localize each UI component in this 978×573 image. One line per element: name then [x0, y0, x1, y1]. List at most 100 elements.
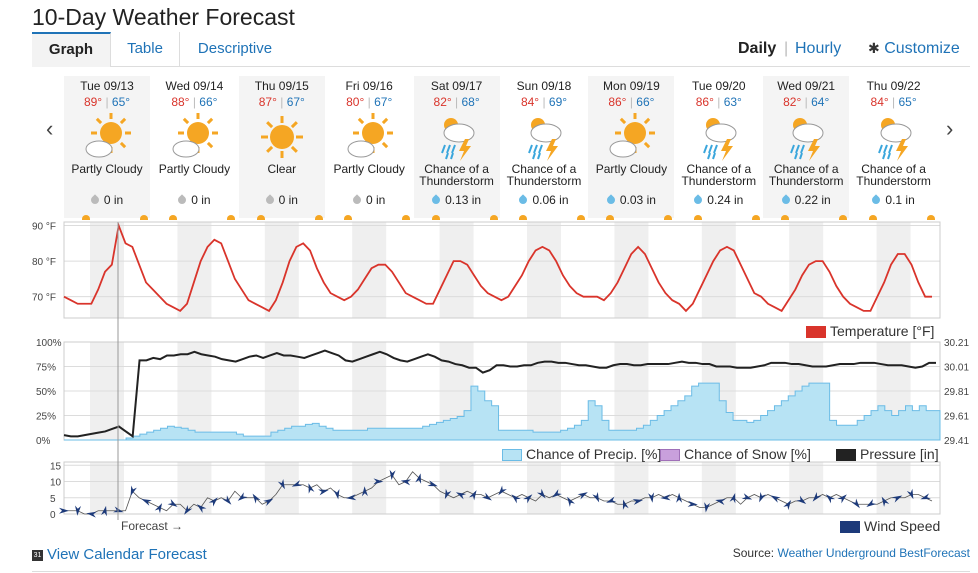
- sunrise-icon: [868, 215, 877, 220]
- wind-arrow: [208, 497, 218, 507]
- customize-button[interactable]: ✱ Customize: [868, 40, 960, 58]
- customize-label: Customize: [884, 40, 960, 57]
- wind-arrow: [130, 485, 137, 496]
- day-low: 66°: [636, 95, 655, 109]
- day-low: 69°: [548, 95, 568, 109]
- day-high: 80°: [346, 95, 365, 109]
- day-low: 65°: [898, 95, 917, 109]
- night-band: [701, 222, 736, 318]
- wind-arrow: [812, 491, 822, 502]
- tab-graph[interactable]: Graph: [32, 32, 111, 67]
- day-column[interactable]: Wed 09/14 88° | 66° Partly Cloudy 0 in: [151, 76, 237, 220]
- day-column[interactable]: Fri 09/16 80° | 67° Partly Cloudy 0 in: [326, 76, 412, 220]
- wind-tick-label: 10: [50, 478, 62, 489]
- clear-icon: [256, 113, 308, 163]
- tab-descriptive[interactable]: Descriptive: [180, 32, 290, 66]
- day-condition-line1: Partly Cloudy: [71, 162, 143, 176]
- day-column[interactable]: Tue 09/13 89° | 65° Partly Cloudy 0 in: [64, 76, 150, 220]
- wind-arrow: [687, 500, 698, 507]
- day-precip: 0.24 in: [676, 193, 762, 207]
- sunset-icon: [751, 215, 760, 220]
- day-column[interactable]: Wed 09/21 82° | 64° Chance of a Thunderstor…: [763, 76, 850, 220]
- wind-tick-label: 15: [50, 461, 62, 472]
- day-precip-amount: 0.1 in: [885, 193, 915, 207]
- wind-arrow: [536, 488, 546, 499]
- sunset-icon: [140, 215, 148, 220]
- night-band: [352, 222, 387, 318]
- wind-arrow: [552, 489, 562, 498]
- night-band: [352, 462, 387, 514]
- view-calendar-link[interactable]: 31 View Calendar Forecast: [32, 546, 207, 563]
- temperature-line: [63, 222, 932, 313]
- night-band: [352, 342, 387, 440]
- day-column[interactable]: Sun 09/18 84° | 69° Chance of a Thunderstor…: [501, 76, 587, 220]
- day-condition: Partly Cloudy: [64, 163, 150, 191]
- daily-toggle[interactable]: Daily: [738, 40, 777, 57]
- wind-arrow: [101, 505, 107, 517]
- day-temps: 89° | 65°: [83, 95, 131, 109]
- wind-arrow: [444, 488, 452, 500]
- legend-precip: Chance of Precip. [%]: [502, 446, 661, 462]
- day-precip-amount: 0 in: [191, 193, 211, 207]
- night-band: [527, 462, 561, 514]
- wind-arrow: [361, 486, 368, 497]
- pressure-tick-label: 30.01: [944, 363, 969, 374]
- day-condition-line1: Partly Cloudy: [158, 162, 231, 176]
- day-column[interactable]: Mon 09/19 86° | 66° Partly Cloudy 0.03 in: [588, 76, 675, 220]
- day-column[interactable]: Sat 09/17 82° | 68° Chance of a Thunderstor…: [413, 76, 500, 220]
- wind-arrow: [400, 479, 412, 486]
- day-precip-amount: 0 in: [103, 193, 124, 207]
- day-date: Tue 09/20: [691, 79, 746, 93]
- sunrise-icon: [693, 215, 702, 220]
- precip-swatch: [502, 449, 522, 462]
- day-date: Sat 09/17: [430, 79, 483, 93]
- source-link[interactable]: Weather Underground BestForecast: [777, 546, 970, 560]
- wind-arrow: [825, 494, 836, 504]
- day-high: 84°: [520, 95, 540, 109]
- legend-temperature-label: Temperature [°F]: [830, 323, 935, 339]
- day-high: 87°: [258, 95, 277, 109]
- day-precip: 0.1 in: [851, 193, 937, 207]
- day-condition: Partly Cloudy: [588, 163, 674, 191]
- wind-arrow: [511, 494, 521, 504]
- view-calendar-label: View Calendar Forecast: [47, 546, 207, 563]
- next-arrow-icon[interactable]: ›: [946, 116, 954, 141]
- day-condition-line1: Chance of a: [511, 162, 577, 176]
- day-low: 67°: [374, 95, 393, 109]
- day-column[interactable]: Thu 09/22 84° | 65° Chance of a Thunderstor…: [851, 76, 937, 220]
- sunset-icon: [926, 215, 935, 220]
- day-date: Fri 09/16: [345, 79, 393, 93]
- tab-table[interactable]: Table: [111, 32, 180, 66]
- prev-arrow-icon[interactable]: ‹: [46, 116, 54, 141]
- wind-arrow: [704, 502, 711, 513]
- night-band: [177, 462, 212, 514]
- night-band: [789, 342, 824, 440]
- wind-arrow: [86, 511, 97, 518]
- day-temps: 82° | 68°: [433, 95, 480, 109]
- night-band: [789, 462, 824, 514]
- tab-bar: Graph Table Descriptive Daily | Hourly ✱…: [32, 32, 970, 67]
- day-precip-amount: 0 in: [366, 193, 386, 207]
- wind-arrow: [866, 498, 877, 508]
- legend-pressure-label: Pressure [in]: [860, 446, 939, 462]
- temperature-tick-label: 80 °F: [32, 257, 56, 268]
- wind-arrow: [523, 494, 533, 504]
- sunrise-icon: [256, 215, 265, 220]
- night-band: [876, 222, 911, 318]
- day-high: 89°: [83, 95, 103, 109]
- day-column[interactable]: Thu 09/15 87° | 67° Clear 0 in: [238, 76, 325, 220]
- partly-cloudy-icon: [343, 113, 395, 163]
- wind-arrow: [222, 495, 232, 505]
- pressure-tick-label: 30.21: [944, 338, 969, 349]
- wind-arrow: [851, 498, 860, 509]
- sunset-icon: [314, 215, 323, 220]
- wind-arrow: [346, 494, 357, 501]
- day-column[interactable]: Tue 09/20 86° | 63° Chance of a Thunderstor…: [676, 76, 762, 220]
- wind-arrow: [498, 485, 507, 496]
- day-date: Wed 09/21: [777, 79, 836, 93]
- night-band: [264, 222, 299, 318]
- hourly-toggle[interactable]: Hourly: [795, 40, 842, 57]
- raindrop-icon: [430, 194, 442, 206]
- day-precip-amount: 0.06 in: [532, 193, 569, 207]
- thunderstorm-icon: [868, 113, 920, 163]
